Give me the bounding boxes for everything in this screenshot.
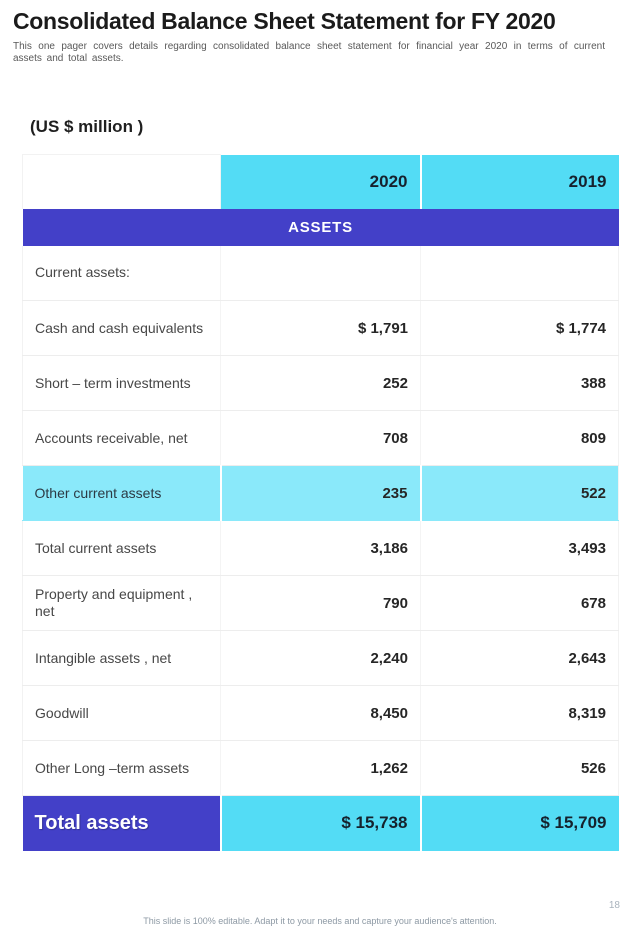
row-value-2020: 252: [220, 355, 421, 411]
row-label: Other current assets: [22, 465, 221, 521]
unit-label: (US $ million ): [30, 117, 144, 136]
table-row: Accounts receivable, net 708 809: [22, 410, 619, 466]
col-header-2019: 2019: [419, 154, 619, 209]
row-value-2019: 809: [420, 410, 619, 466]
row-value-2019: 678: [420, 575, 619, 631]
row-value-2020: 1,262: [220, 740, 421, 796]
table-row: Current assets:: [22, 245, 619, 301]
table-row: Property and equipment , net 790 678: [22, 575, 619, 631]
row-value-2020: 8,450: [220, 685, 421, 741]
corner-cell: [22, 154, 221, 209]
row-value-2019: 2,643: [420, 630, 619, 686]
row-label: Goodwill: [22, 685, 221, 741]
row-value-2019: 388: [420, 355, 619, 411]
row-label: Accounts receivable, net: [22, 410, 221, 466]
table-row: Other current assets 235 522: [22, 465, 619, 521]
col-header-2020: 2020: [220, 154, 421, 209]
row-value-2019: 522: [419, 465, 619, 521]
total-row: Total assets $ 15,738 $ 15,709: [22, 795, 619, 851]
row-value-2019: 526: [420, 740, 619, 796]
table-row: Intangible assets , net 2,240 2,643: [22, 630, 619, 686]
row-value-2020: 235: [219, 465, 421, 521]
row-value-2020: 708: [220, 410, 421, 466]
year-header-row: 2020 2019: [22, 154, 619, 209]
row-value-2020: 790: [220, 575, 421, 631]
page-number: 18: [608, 900, 620, 911]
table-row: Other Long –term assets 1,262 526: [22, 740, 619, 796]
total-row-label: Total assets: [22, 795, 221, 851]
row-value-2020: 3,186: [220, 520, 421, 576]
row-value-2020: $ 1,791: [220, 300, 421, 356]
row-value-2019: 3,493: [420, 520, 619, 576]
table-row: Cash and cash equivalents $ 1,791 $ 1,77…: [22, 300, 619, 356]
total-value-2019: $ 15,709: [419, 795, 619, 851]
table-row: Total current assets 3,186 3,493: [22, 520, 619, 576]
row-label: Intangible assets , net: [22, 630, 221, 686]
assets-table-body: Current assets: Cash and cash equivalent…: [22, 245, 619, 796]
total-value-2020: $ 15,738: [219, 795, 421, 851]
slide: Consolidated Balance Sheet Statement for…: [0, 8, 640, 932]
page-title: Consolidated Balance Sheet Statement for…: [13, 8, 556, 34]
row-value-2019: [420, 245, 619, 301]
table-row: Short – term investments 252 388: [22, 355, 619, 411]
footer-note: This slide is 100% editable. Adapt it to…: [143, 916, 497, 926]
page-subtitle: This one pager covers details regarding …: [13, 41, 605, 64]
row-value-2019: $ 1,774: [420, 300, 619, 356]
row-label: Current assets:: [22, 245, 221, 301]
row-label: Property and equipment , net: [22, 575, 221, 631]
row-label: Other Long –term assets: [22, 740, 221, 796]
row-value-2020: [220, 245, 421, 301]
section-header-assets: ASSETS: [22, 208, 619, 246]
row-value-2020: 2,240: [220, 630, 421, 686]
row-label: Short – term investments: [22, 355, 221, 411]
row-label: Total current assets: [22, 520, 221, 576]
section-header-row: ASSETS: [22, 208, 619, 246]
row-value-2019: 8,319: [420, 685, 619, 741]
row-label: Cash and cash equivalents: [22, 300, 221, 356]
table-row: Goodwill 8,450 8,319: [22, 685, 619, 741]
balance-sheet-table: 2020 2019 ASSETS Current assets: Cash an…: [22, 154, 619, 851]
